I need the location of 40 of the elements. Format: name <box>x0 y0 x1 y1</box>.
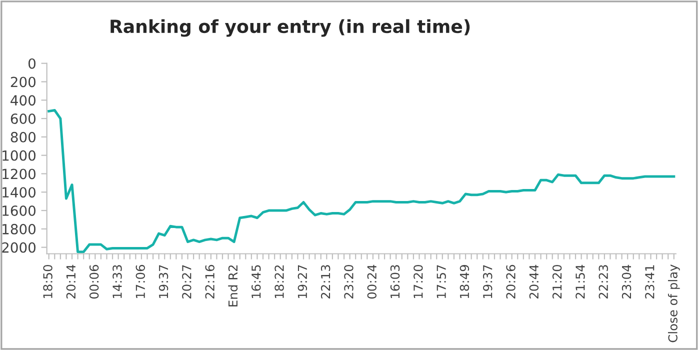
x-tick-label: End R2 <box>228 265 238 306</box>
x-tick-label: 23:20 <box>344 264 354 298</box>
x-tick-label: 17:20 <box>414 264 423 298</box>
x-tick-label: 22:16 <box>205 264 214 298</box>
y-tick-label: 200 <box>10 76 36 88</box>
x-tick-label: 23:04 <box>622 264 632 298</box>
x-tick-label: 20:44 <box>529 264 539 298</box>
x-tick-label: 18:49 <box>460 265 470 298</box>
y-tick-label: 2000 <box>2 242 36 253</box>
x-tick-label: 21:20 <box>552 264 562 298</box>
x-tick-label: 20:14 <box>66 264 76 298</box>
x-tick-label: 22:13 <box>320 265 330 298</box>
x-tick-label: 21:54 <box>576 264 585 298</box>
x-tick-label: 16:45 <box>252 265 261 298</box>
x-tick-label: 17:57 <box>436 265 446 298</box>
x-tick-label: 00:24 <box>367 264 377 299</box>
y-tick-label: 600 <box>10 114 36 124</box>
y-tick-label: 1000 <box>2 150 36 161</box>
x-tick-label: 18:50 <box>43 264 52 298</box>
chart-title: Ranking of your entry (in real time) <box>110 19 470 37</box>
x-tick-label: 14:33 <box>112 265 122 298</box>
x-tick-label: 20:27 <box>182 265 192 298</box>
y-tick-label: 1200 <box>2 168 36 180</box>
y-tick-label: 1800 <box>2 224 36 234</box>
x-tick-label: 19:27 <box>298 265 308 298</box>
x-tick-label: 17:06 <box>136 264 146 298</box>
x-tick-label: 23:41 <box>645 265 654 298</box>
x-tick-label: 19:37 <box>483 265 492 298</box>
y-tick-label: 0 <box>28 58 36 69</box>
x-tick-label: 20:26 <box>506 264 516 298</box>
y-tick-label: 1600 <box>2 205 36 216</box>
y-tick-label: 400 <box>10 95 36 106</box>
x-tick-label: Close of play <box>668 264 680 342</box>
x-tick-label: 19:37 <box>158 265 168 298</box>
y-tick-label: 800 <box>10 132 36 142</box>
x-tick-label: 22:23 <box>598 265 608 298</box>
y-tick-label: 1400 <box>2 187 36 198</box>
x-tick-label: 16:03 <box>390 265 400 298</box>
x-tick-label: 18:22 <box>274 265 284 298</box>
x-tick-label: 00:06 <box>89 264 99 299</box>
